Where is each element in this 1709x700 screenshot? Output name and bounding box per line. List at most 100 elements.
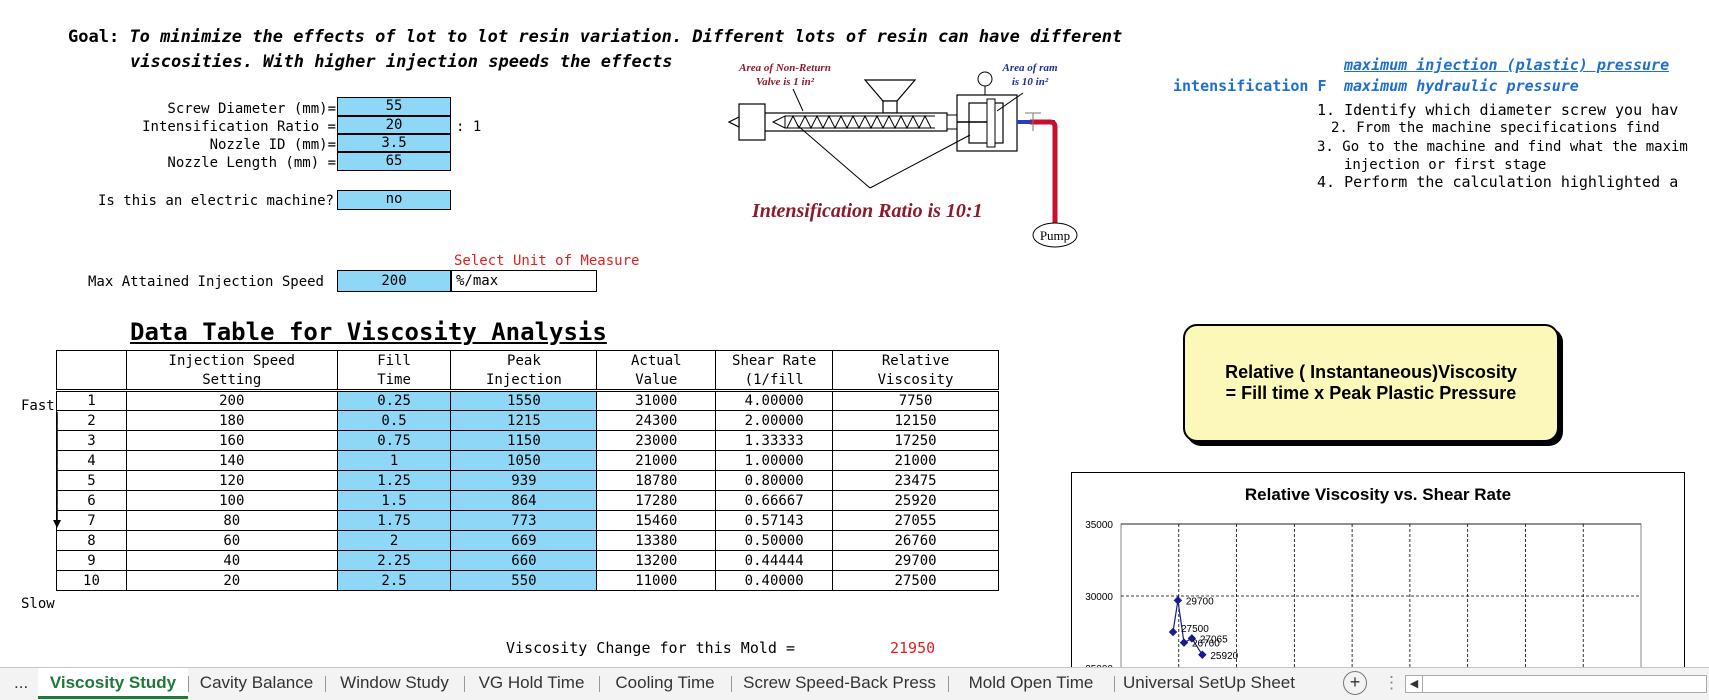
table-cell[interactable]: 2 <box>336 530 452 551</box>
table-cell: 1.00000 <box>715 450 834 471</box>
valve-note-line-2: Valve is 1 in² <box>756 76 814 88</box>
table-cell: 3 <box>56 430 127 451</box>
table-cell: 17250 <box>832 430 999 451</box>
nozzle-id-label: Nozzle ID (mm)= <box>209 137 336 153</box>
goal-line-2: viscosities. With higher injection speed… <box>130 52 673 72</box>
header-cell: Peak <box>450 350 598 371</box>
scroll-left-icon[interactable]: ◀ <box>1406 676 1423 692</box>
screw-diameter-input[interactable]: 55 <box>337 97 451 116</box>
tab-universal-setup-sheet[interactable]: Universal SetUp Sheet <box>1123 673 1295 692</box>
formula-line-2: = Fill time x Peak Plastic Pressure <box>1225 383 1517 403</box>
table-cell: 4 <box>56 450 127 471</box>
table-cell: 1.33333 <box>715 430 834 451</box>
table-row: 4 140 1 1050 21000 1.00000 21000 <box>56 450 999 471</box>
tab-vg-hold-time[interactable]: VG Hold Time <box>478 673 585 692</box>
goal-text-1: To minimize the effects of lot to lot re… <box>129 27 1123 47</box>
table-cell[interactable]: 669 <box>450 530 598 551</box>
table-cell: 10 <box>56 570 127 591</box>
tab-cavity-balance[interactable]: Cavity Balance <box>199 673 314 692</box>
table-cell: 0.50000 <box>715 530 834 551</box>
table-cell: 25920 <box>832 490 999 511</box>
more-options-icon[interactable]: ⋮ <box>1383 673 1400 692</box>
data-point-label: 27065 <box>1200 634 1228 645</box>
data-table-title: Data Table for Viscosity Analysis <box>130 318 607 346</box>
table-cell[interactable]: 1215 <box>450 410 598 431</box>
table-cell[interactable]: 1150 <box>450 430 598 451</box>
table-cell: 11000 <box>596 570 717 591</box>
viscosity-chart: Relative Viscosity vs. Shear Rate 35000 3… <box>1071 472 1685 669</box>
table-cell: 2 <box>56 410 127 431</box>
table-cell[interactable]: 2.5 <box>336 570 452 591</box>
table-cell[interactable]: 1550 <box>450 390 598 411</box>
table-row: 5 120 1.25 939 18780 0.80000 23475 <box>56 470 999 491</box>
table-cell[interactable]: 2.25 <box>336 550 452 571</box>
table-cell: 5 <box>56 470 127 491</box>
header-cell: Injection Speed <box>125 350 338 371</box>
table-cell: 80 <box>125 510 338 531</box>
tab-more-button[interactable]: ... <box>14 673 29 692</box>
nozzle-id-input[interactable]: 3.5 <box>337 134 451 152</box>
table-cell[interactable]: 1.75 <box>336 510 452 531</box>
max-injection-pressure-link[interactable]: maximum injection (plastic) pressure <box>1344 56 1670 74</box>
data-point-label: 25920 <box>1210 651 1238 662</box>
tab-viscosity-study[interactable]: Viscosity Study <box>38 668 188 699</box>
table-cell[interactable]: 0.75 <box>336 430 452 451</box>
header-cell: Time <box>336 370 452 392</box>
tab-separator <box>464 676 465 692</box>
intensification-ratio-caption: Intensification Ratio is 10:1 <box>752 200 983 222</box>
tab-mold-open-time[interactable]: Mold Open Time <box>968 673 1094 692</box>
max-speed-input[interactable]: 200 <box>337 270 451 292</box>
max-hydraulic-pressure-text: maximum hydraulic pressure <box>1344 77 1579 95</box>
table-cell[interactable]: 773 <box>450 510 598 531</box>
table-cell: 26760 <box>832 530 999 551</box>
table-cell: 9 <box>56 550 127 571</box>
table-cell: 1 <box>56 390 127 411</box>
table-cell[interactable]: 0.5 <box>336 410 452 431</box>
table-cell[interactable]: 0.25 <box>336 390 452 411</box>
table-cell: 160 <box>125 430 338 451</box>
table-cell: 20 <box>125 570 338 591</box>
table-cell[interactable]: 1.25 <box>336 470 452 491</box>
unit-select[interactable]: %/max <box>451 270 597 292</box>
ram-note: Area of ram is 10 in² <box>990 61 1070 89</box>
ram-note-line-1: Area of ram <box>1002 62 1058 74</box>
tab-screw-speed-back-press[interactable]: Screw Speed-Back Press <box>743 673 936 692</box>
table-cell[interactable]: 660 <box>450 550 598 571</box>
add-sheet-button[interactable]: + <box>1343 671 1367 695</box>
table-cell[interactable]: 939 <box>450 470 598 491</box>
table-row: 9 40 2.25 660 13200 0.44444 29700 <box>56 550 999 571</box>
table-cell[interactable]: 550 <box>450 570 598 591</box>
table-row: 10 20 2.5 550 11000 0.40000 27500 <box>56 570 999 591</box>
table-cell[interactable]: 864 <box>450 490 598 511</box>
table-cell: 6 <box>56 490 127 511</box>
electric-machine-input[interactable]: no <box>337 190 451 210</box>
table-cell[interactable]: 1.5 <box>336 490 452 511</box>
header-cell: Fill <box>336 350 452 371</box>
table-cell: 180 <box>125 410 338 431</box>
table-header-row-2: Setting Time Injection Value (1/fill Vis… <box>56 370 999 392</box>
table-cell[interactable]: 1050 <box>450 450 598 471</box>
horizontal-scrollbar[interactable]: ◀ <box>1405 675 1707 693</box>
y-tick-label: 35000 <box>1085 520 1113 531</box>
slow-label: Slow <box>21 596 55 612</box>
table-cell: 0.57143 <box>715 510 834 531</box>
intensification-ratio-input[interactable]: 20 <box>337 116 451 134</box>
table-cell: 0.44444 <box>715 550 834 571</box>
step-1: 1. Identify which diameter screw you hav <box>1317 101 1679 119</box>
data-point-label: 29700 <box>1186 596 1214 607</box>
table-row: 3 160 0.75 1150 23000 1.33333 17250 <box>56 430 999 451</box>
header-cell: Actual <box>596 350 717 371</box>
nozzle-length-input[interactable]: 65 <box>337 152 451 171</box>
select-unit-label: Select Unit of Measure <box>454 253 640 269</box>
table-cell[interactable]: 1 <box>336 450 452 471</box>
table-cell: 12150 <box>832 410 999 431</box>
table-cell: 15460 <box>596 510 717 531</box>
tab-cooling-time[interactable]: Cooling Time <box>615 673 715 692</box>
table-cell: 31000 <box>596 390 717 411</box>
header-cell: Injection <box>450 370 598 392</box>
tab-window-study[interactable]: Window Study <box>340 673 449 692</box>
table-cell: 4.00000 <box>715 390 834 411</box>
goal-label: Goal: <box>68 27 120 47</box>
table-row: 2 180 0.5 1215 24300 2.00000 12150 <box>56 410 999 431</box>
